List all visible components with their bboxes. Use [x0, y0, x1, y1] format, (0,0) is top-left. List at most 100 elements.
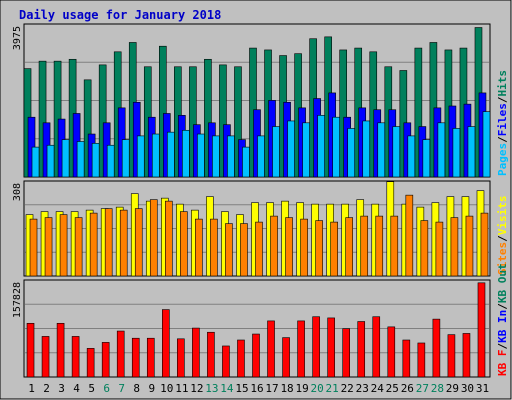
legend-part: KB In	[496, 310, 509, 343]
x-tick-label-day-23: 23	[356, 382, 369, 395]
bar-sites-day-22	[345, 217, 353, 277]
bar-pages-day-21	[332, 116, 340, 178]
bar-kb-f-day-12	[192, 327, 200, 378]
x-tick-label-day-12: 12	[190, 382, 203, 395]
bar-kb-f-day-30	[462, 333, 471, 378]
bar-sites-day-14	[225, 223, 233, 277]
bar-pages-day-27	[422, 139, 431, 178]
x-tick-label-day-4: 4	[73, 382, 80, 395]
bar-hits-day-27	[414, 47, 423, 178]
bar-sites-day-9	[149, 199, 158, 277]
bar-hits-day-12	[189, 66, 197, 178]
bar-pages-day-6	[106, 144, 115, 178]
bar-kb-f-day-24	[372, 316, 381, 378]
x-tick-label-day-8: 8	[133, 382, 140, 395]
legend-part: /	[496, 235, 509, 242]
bar-sites-day-11	[180, 211, 188, 277]
bar-sites-day-16	[255, 221, 263, 277]
bar-hits-day-6	[98, 64, 107, 178]
bar-hits-day-13	[204, 58, 212, 178]
legend-part: /	[496, 96, 509, 103]
bar-hits-day-15	[234, 66, 242, 178]
bar-pages-day-25	[392, 126, 401, 178]
x-tick-label-day-13: 13	[205, 382, 218, 395]
bar-pages-day-30	[467, 126, 476, 178]
x-tick-label-day-30: 30	[461, 382, 474, 395]
bar-pages-day-22	[347, 128, 355, 178]
bar-kb-f-day-28	[432, 318, 441, 378]
bar-kb-f-day-4	[71, 336, 80, 378]
bar-kb-f-day-22	[342, 328, 350, 378]
bar-kb-f-day-6	[101, 342, 110, 378]
bar-sites-day-8	[134, 208, 143, 277]
legend-part: Files	[496, 103, 509, 136]
x-tick-label-day-31: 31	[476, 382, 489, 395]
x-tick-label-day-16: 16	[250, 382, 263, 395]
x-tick-label-day-28: 28	[431, 382, 444, 395]
legend-part: Hits	[496, 70, 509, 97]
bar-sites-day-10	[165, 200, 173, 277]
bar-kb-f-day-8	[131, 337, 140, 378]
x-tick-label-day-29: 29	[446, 382, 459, 395]
y-max-label: 157828	[12, 282, 23, 318]
bar-kb-f-day-21	[327, 317, 335, 378]
x-tick-label-day-19: 19	[295, 382, 308, 395]
x-tick-label-day-9: 9	[148, 382, 155, 395]
bar-pages-day-28	[437, 122, 446, 178]
y-max-label: 308	[12, 183, 23, 201]
bar-sites-day-26	[405, 194, 414, 277]
bar-sites-day-12	[195, 218, 203, 277]
legend-part: /	[496, 343, 509, 350]
y-max-label: 3975	[12, 26, 23, 50]
x-tick-label-day-15: 15	[235, 382, 248, 395]
bar-pages-day-16	[257, 135, 265, 178]
bar-kb-f-day-23	[357, 321, 366, 378]
bar-hits-day-2	[38, 60, 47, 178]
x-tick-label-day-14: 14	[220, 382, 234, 395]
bar-pages-day-8	[136, 135, 145, 178]
legend-part: /	[496, 303, 509, 310]
x-tick-label-day-7: 7	[118, 382, 125, 395]
x-tick-label-day-22: 22	[341, 382, 354, 395]
bar-pages-day-14	[227, 135, 235, 178]
bar-pages-day-23	[362, 120, 371, 178]
legend-part: /	[496, 136, 509, 143]
x-tick-label-day-18: 18	[280, 382, 293, 395]
x-tick-label-day-2: 2	[43, 382, 50, 395]
x-tick-label-day-17: 17	[265, 382, 278, 395]
bar-sites-day-1	[29, 218, 38, 277]
bar-pages-day-18	[287, 120, 295, 178]
x-tick-label-day-26: 26	[401, 382, 414, 395]
bar-sites-day-7	[119, 209, 128, 277]
bar-pages-day-3	[61, 139, 70, 178]
bar-sites-day-3	[59, 214, 68, 277]
bar-pages-day-19	[302, 122, 310, 178]
bar-kb-f-day-29	[447, 334, 456, 378]
x-tick-label-day-20: 20	[311, 382, 324, 395]
bar-pages-day-13	[212, 135, 220, 178]
right-legend-middle: Sites/Visits	[496, 196, 509, 276]
bar-sites-day-13	[210, 218, 218, 277]
legend-part: KB Out	[496, 263, 509, 303]
x-tick-label-day-25: 25	[386, 382, 399, 395]
bar-sites-day-21	[330, 221, 338, 277]
bar-sites-day-6	[104, 208, 113, 277]
right-legend-bottom: KB F/KB In/KB Out	[496, 263, 509, 376]
x-tick-label-day-3: 3	[58, 382, 65, 395]
bar-kb-f-day-11	[177, 338, 185, 378]
bar-kb-f-day-2	[41, 336, 50, 378]
bar-kb-f-day-31	[477, 282, 486, 378]
bar-pages-day-10	[167, 131, 175, 178]
legend-part: Pages	[496, 143, 509, 176]
bar-pages-day-29	[452, 128, 461, 178]
bar-sites-day-28	[435, 221, 444, 277]
bar-sites-day-19	[300, 218, 308, 277]
bar-pages-day-12	[197, 133, 205, 178]
bar-pages-day-2	[46, 144, 55, 178]
bar-kb-f-day-7	[116, 330, 125, 378]
bar-hits-day-22	[339, 49, 347, 178]
bar-hits-day-5	[83, 79, 92, 178]
bar-sites-day-31	[480, 212, 489, 277]
bar-sites-day-30	[465, 215, 474, 277]
